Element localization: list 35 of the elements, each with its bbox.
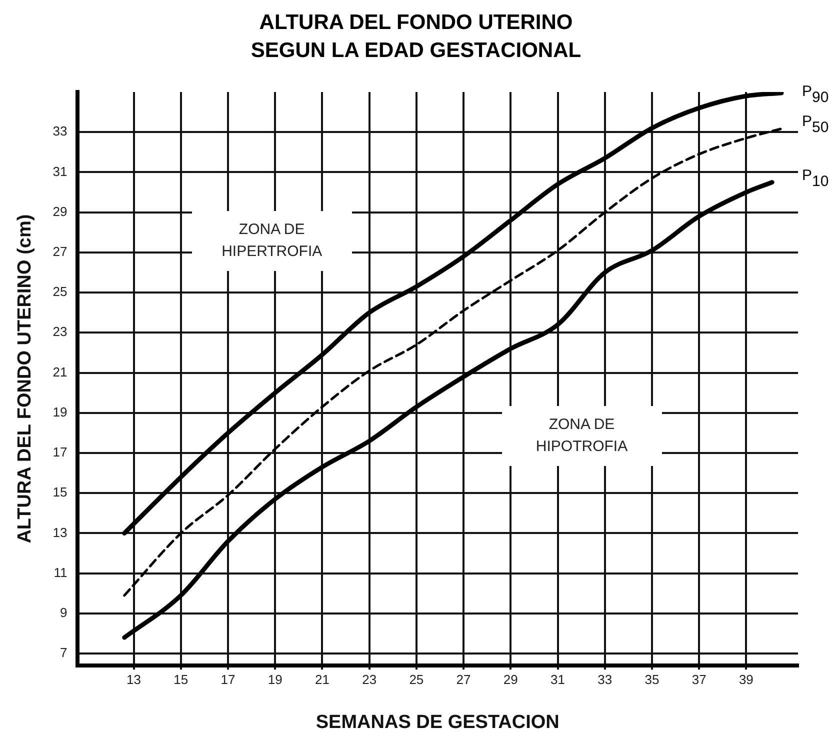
x-tick-label: 37 — [692, 672, 706, 687]
y-tick-label: 33 — [52, 124, 68, 139]
x-tick-label: 29 — [503, 672, 518, 687]
x-tick-label: 25 — [409, 672, 424, 687]
chart-title: ALTURA DEL FONDO UTERINO SEGUN LA EDAD GESTACIONAL — [250, 10, 582, 64]
line-series — [122, 92, 784, 536]
x-tick-label: 33 — [598, 672, 612, 687]
x-tick-label: 15 — [174, 672, 188, 687]
y-tick-label: 7 — [60, 645, 68, 660]
y-tick-label: 9 — [60, 605, 68, 620]
y-tick-label: 17 — [52, 444, 68, 460]
y-tick-label: 27 — [52, 244, 68, 260]
x-tick-label: 23 — [362, 672, 377, 687]
line-series — [122, 180, 774, 640]
y-tick-label: 15 — [52, 484, 68, 500]
y-tick-label: 21 — [52, 364, 68, 380]
x-tick-label: 21 — [314, 672, 330, 687]
x-tick-label: 17 — [220, 672, 236, 687]
label-box: ZONA DE HIPERTROFIA — [192, 211, 352, 272]
y-tick-label: 11 — [54, 564, 68, 580]
y-tick-label: 29 — [52, 204, 68, 219]
x-axis-title: SEMANAS DE GESTACION — [316, 712, 560, 733]
x-tick-label: 35 — [644, 672, 660, 687]
x-tick-label: 39 — [738, 672, 754, 687]
y-tick-label: 31 — [52, 164, 68, 179]
label-box: ZONA DE HIPOTROFIA — [502, 406, 662, 466]
y-tick-label: 23 — [52, 324, 68, 340]
y-tick-label: 25 — [52, 284, 68, 300]
x-tick-label: 13 — [126, 672, 142, 687]
x-tick-label: 19 — [268, 672, 282, 687]
y-tick-label: 13 — [52, 524, 68, 540]
y-axis-title: ALTURA DEL FONDO UTERINO (cm) — [14, 214, 36, 544]
x-tick-label: 27 — [456, 672, 471, 687]
x-tick-label: 31 — [550, 672, 565, 687]
y-tick-label: 19 — [52, 404, 68, 420]
